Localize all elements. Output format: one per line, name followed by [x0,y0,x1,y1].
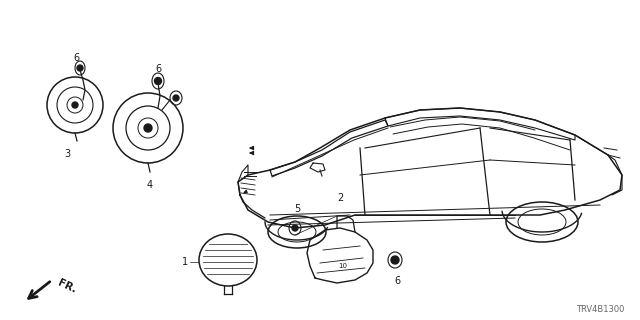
Text: 3: 3 [64,149,70,159]
Circle shape [77,65,83,71]
Text: 2: 2 [337,193,343,203]
Text: 5: 5 [294,204,300,214]
Circle shape [144,124,152,132]
Circle shape [391,256,399,264]
Circle shape [154,77,161,84]
Text: 6: 6 [73,53,79,63]
Text: TRV4B1300: TRV4B1300 [576,305,624,314]
Circle shape [173,95,179,101]
Circle shape [72,102,78,108]
Text: 4: 4 [147,180,153,190]
Text: 6: 6 [394,276,400,286]
Text: 6: 6 [155,64,161,74]
Text: FR.: FR. [56,277,78,295]
Circle shape [292,225,298,231]
Text: 10: 10 [339,263,348,269]
Text: 1: 1 [182,257,188,267]
